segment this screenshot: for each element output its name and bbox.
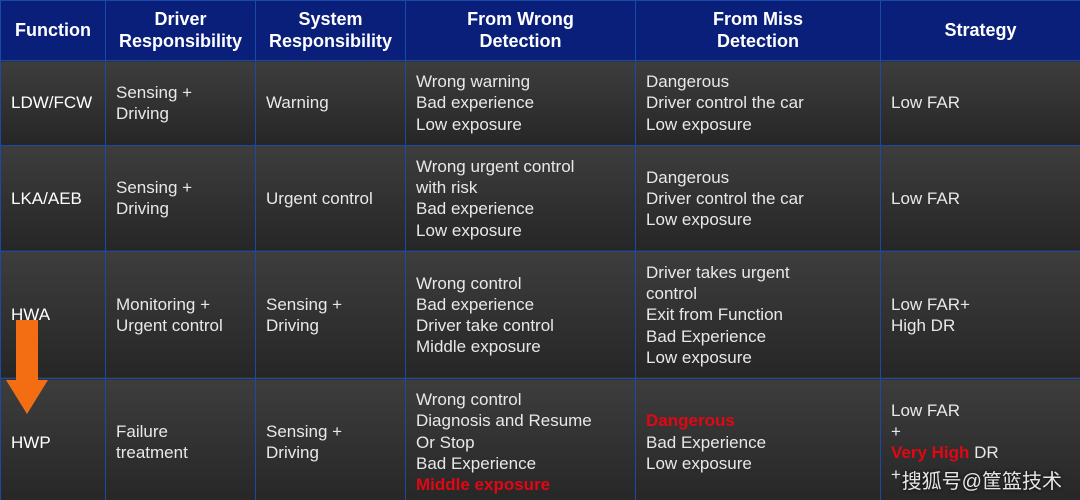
cell-driver: Sensing +Driving [106, 61, 256, 146]
cell-strategy: Low FAR+Very High DR+ [881, 379, 1080, 500]
cell-strategy: Low FAR [881, 61, 1080, 146]
cell-strategy: Low FAR+High DR [881, 251, 1080, 378]
table-row: LDW/FCWSensing +DrivingWarningWrong warn… [1, 61, 1080, 146]
cell-function: HWA [1, 251, 106, 378]
cell-system: Urgent control [256, 145, 406, 251]
col-header-function: Function [1, 1, 106, 61]
col-header-miss: From MissDetection [636, 1, 881, 61]
cell-driver: Failuretreatment [106, 379, 256, 500]
cell-strategy: Low FAR [881, 145, 1080, 251]
col-header-wrong: From WrongDetection [406, 1, 636, 61]
cell-wrong: Wrong warningBad experienceLow exposure [406, 61, 636, 146]
table-body: LDW/FCWSensing +DrivingWarningWrong warn… [1, 61, 1080, 500]
cell-system: Sensing +Driving [256, 251, 406, 378]
cell-system: Warning [256, 61, 406, 146]
adas-table: FunctionDriverResponsibilitySystemRespon… [0, 0, 1080, 500]
table-header: FunctionDriverResponsibilitySystemRespon… [1, 1, 1080, 61]
cell-driver: Monitoring +Urgent control [106, 251, 256, 378]
cell-function: HWP [1, 379, 106, 500]
cell-miss: DangerousDriver control the carLow expos… [636, 145, 881, 251]
cell-wrong: Wrong urgent controlwith riskBad experie… [406, 145, 636, 251]
cell-system: Sensing +Driving [256, 379, 406, 500]
cell-miss: DangerousBad ExperienceLow exposure [636, 379, 881, 500]
table-row: LKA/AEBSensing +DrivingUrgent controlWro… [1, 145, 1080, 251]
table-row: HWAMonitoring +Urgent controlSensing +Dr… [1, 251, 1080, 378]
cell-function: LDW/FCW [1, 61, 106, 146]
col-header-strategy: Strategy [881, 1, 1080, 61]
cell-wrong: Wrong controlDiagnosis and ResumeOr Stop… [406, 379, 636, 500]
table-row: HWPFailuretreatmentSensing +DrivingWrong… [1, 379, 1080, 500]
cell-driver: Sensing +Driving [106, 145, 256, 251]
adas-function-table-panel: FunctionDriverResponsibilitySystemRespon… [0, 0, 1080, 500]
col-header-system: SystemResponsibility [256, 1, 406, 61]
cell-miss: Driver takes urgentcontrolExit from Func… [636, 251, 881, 378]
cell-miss: DangerousDriver control the carLow expos… [636, 61, 881, 146]
col-header-driver: DriverResponsibility [106, 1, 256, 61]
cell-function: LKA/AEB [1, 145, 106, 251]
cell-wrong: Wrong controlBad experienceDriver take c… [406, 251, 636, 378]
